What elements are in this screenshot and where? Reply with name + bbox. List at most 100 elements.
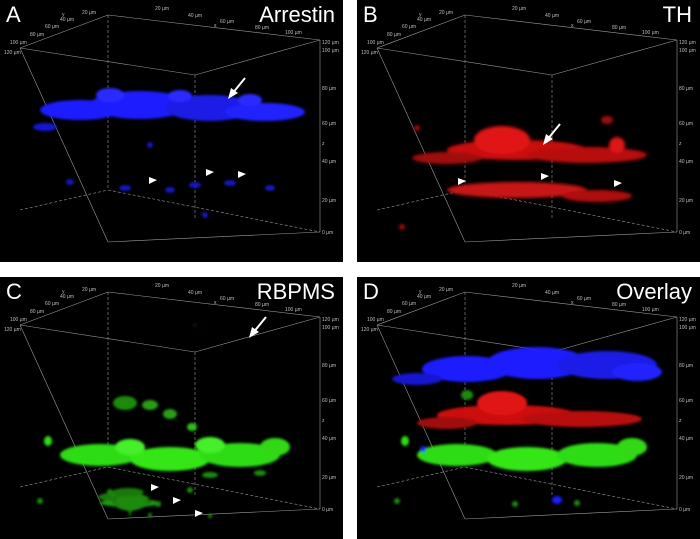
svg-text:z: z [322, 141, 325, 147]
annotation-markers [149, 77, 246, 184]
svg-text:60 µm: 60 µm [679, 121, 693, 127]
arrowhead-icon [614, 180, 622, 187]
panel-title: RBPMS [256, 279, 335, 304]
svg-text:40 µm: 40 µm [417, 17, 431, 23]
arrowhead-icon [541, 173, 549, 180]
svg-text:40 µm: 40 µm [417, 294, 431, 300]
svg-text:20 µm: 20 µm [82, 287, 96, 293]
svg-text:20 µm: 20 µm [512, 283, 526, 289]
svg-text:40 µm: 40 µm [545, 290, 559, 296]
bounding-box [19, 291, 321, 520]
svg-text:80 µm: 80 µm [387, 32, 401, 38]
panel-letter: B [363, 2, 378, 27]
svg-text:100 µm: 100 µm [367, 317, 384, 323]
annotation-markers [151, 316, 267, 517]
panel-title: TH [662, 2, 692, 27]
svg-text:0 µm: 0 µm [679, 230, 690, 236]
svg-text:x: x [571, 300, 574, 306]
svg-text:40 µm: 40 µm [188, 13, 202, 19]
arrowhead-icon [151, 484, 159, 491]
svg-text:0 µm: 0 µm [679, 507, 690, 513]
svg-text:120 µm: 120 µm [679, 317, 696, 323]
th-signal [399, 116, 647, 230]
panel-a: 0 µm 20 µm 40 µm 60 µm 80 µm 100 µm 120 … [0, 0, 343, 262]
overlay-green-layer [394, 390, 647, 507]
svg-text:20 µm: 20 µm [155, 283, 169, 289]
svg-text:60 µm: 60 µm [45, 301, 59, 307]
svg-text:60 µm: 60 µm [220, 19, 234, 25]
svg-text:x: x [214, 300, 217, 306]
svg-text:60 µm: 60 µm [577, 19, 591, 25]
svg-text:80 µm: 80 µm [30, 32, 44, 38]
overlay-red-layer [417, 391, 642, 429]
panel-d: 0 µm 20 µm 40 µm 60 µm 80 µm 100 µm 120 … [357, 277, 700, 539]
panel-c-3d-render: 0 µm 20 µm 40 µm 60 µm 80 µm 100 µm 120 … [4, 283, 339, 520]
axis-labels: 0 µm 20 µm 40 µm 60 µm 80 µm 100 µm 120 … [361, 6, 696, 236]
svg-text:120 µm: 120 µm [322, 40, 339, 46]
svg-text:120 µm: 120 µm [361, 327, 378, 333]
svg-text:120 µm: 120 µm [679, 40, 696, 46]
svg-text:60 µm: 60 µm [577, 296, 591, 302]
arrow-icon [249, 327, 259, 338]
svg-text:80 µm: 80 µm [612, 302, 626, 308]
svg-text:20 µm: 20 µm [155, 6, 169, 12]
svg-text:60 µm: 60 µm [679, 398, 693, 404]
svg-text:80 µm: 80 µm [322, 86, 336, 92]
svg-text:20 µm: 20 µm [439, 10, 453, 16]
svg-text:80 µm: 80 µm [679, 86, 693, 92]
svg-text:100 µm: 100 µm [322, 48, 339, 54]
panel-c: 0 µm 20 µm 40 µm 60 µm 80 µm 100 µm 120 … [0, 277, 343, 539]
panel-title: Arrestin [259, 2, 335, 27]
svg-text:100 µm: 100 µm [367, 40, 384, 46]
arrowhead-icon [173, 497, 181, 504]
svg-text:80 µm: 80 µm [387, 309, 401, 315]
arrestin-signal [33, 88, 305, 218]
svg-text:100 µm: 100 µm [642, 307, 659, 313]
svg-text:40 µm: 40 µm [322, 159, 336, 165]
panel-b-3d-render: 0 µm 20 µm 40 µm 60 µm 80 µm 100 µm 120 … [361, 6, 696, 243]
svg-text:40 µm: 40 µm [545, 13, 559, 19]
svg-text:60 µm: 60 µm [45, 24, 59, 30]
axis-labels: 0 µm 20 µm 40 µm 60 µm 80 µm 100 µm 120 … [361, 283, 696, 513]
svg-text:80 µm: 80 µm [255, 302, 269, 308]
svg-text:20 µm: 20 µm [679, 198, 693, 204]
svg-text:100 µm: 100 µm [285, 307, 302, 313]
arrow-icon [228, 88, 238, 99]
svg-text:60 µm: 60 µm [402, 301, 416, 307]
svg-text:40 µm: 40 µm [60, 294, 74, 300]
panel-d-3d-render: 0 µm 20 µm 40 µm 60 µm 80 µm 100 µm 120 … [361, 283, 696, 520]
svg-text:80 µm: 80 µm [255, 25, 269, 31]
svg-text:0 µm: 0 µm [322, 230, 333, 236]
svg-text:20 µm: 20 µm [82, 10, 96, 16]
svg-text:20 µm: 20 µm [439, 287, 453, 293]
svg-text:100 µm: 100 µm [322, 325, 339, 331]
svg-text:80 µm: 80 µm [679, 363, 693, 369]
overlay-blue-layer [392, 347, 662, 385]
bounding-box [376, 14, 678, 243]
rbpms-displaced-cells [113, 396, 197, 510]
axis-labels: 0 µm 20 µm 40 µm 60 µm 80 µm 100 µm 120 … [4, 6, 339, 236]
svg-text:120 µm: 120 µm [4, 327, 21, 333]
svg-text:100 µm: 100 µm [10, 40, 27, 46]
panel-letter: D [363, 279, 379, 304]
svg-text:40 µm: 40 µm [60, 17, 74, 23]
svg-text:40 µm: 40 µm [679, 436, 693, 442]
svg-text:100 µm: 100 µm [642, 30, 659, 36]
panel-letter: C [6, 279, 22, 304]
arrowhead-icon [149, 177, 157, 184]
axis-labels: 0 µm 20 µm 40 µm 60 µm 80 µm 100 µm 120 … [4, 283, 339, 513]
svg-text:40 µm: 40 µm [188, 290, 202, 296]
svg-text:z: z [679, 141, 682, 147]
svg-text:120 µm: 120 µm [361, 50, 378, 56]
arrowhead-icon [458, 178, 466, 185]
svg-text:120 µm: 120 µm [4, 50, 21, 56]
panel-letter: A [6, 2, 21, 27]
svg-text:20 µm: 20 µm [512, 6, 526, 12]
svg-text:60 µm: 60 µm [402, 24, 416, 30]
svg-text:100 µm: 100 µm [10, 317, 27, 323]
svg-text:80 µm: 80 µm [612, 25, 626, 31]
svg-text:80 µm: 80 µm [322, 363, 336, 369]
svg-text:20 µm: 20 µm [322, 475, 336, 481]
svg-text:y: y [62, 289, 65, 295]
panel-b: 0 µm 20 µm 40 µm 60 µm 80 µm 100 µm 120 … [357, 0, 700, 262]
